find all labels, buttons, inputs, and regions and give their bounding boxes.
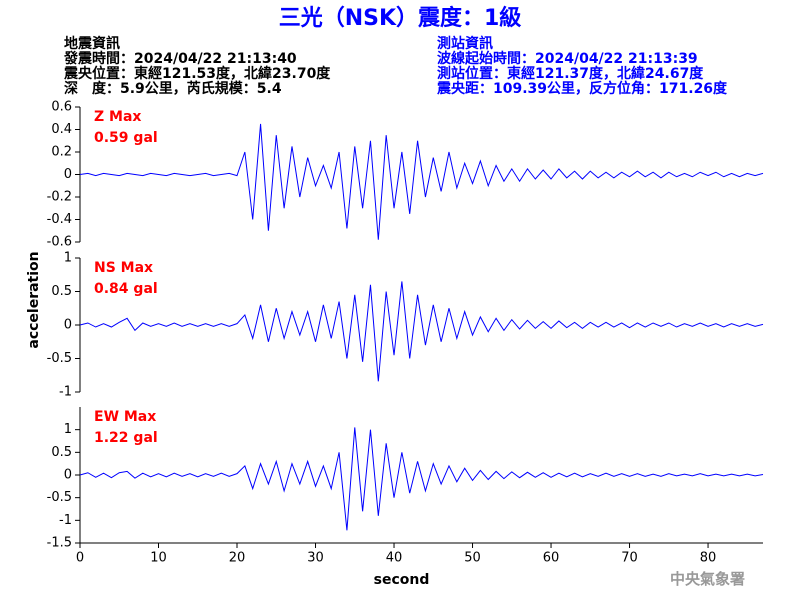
max-label: 0.59 gal [94, 130, 158, 146]
x-tick-label: 30 [307, 551, 324, 566]
x-tick-label: 0 [76, 551, 84, 566]
y-tick-label: 0.5 [51, 284, 72, 299]
waveform [79, 281, 764, 382]
max-label: EW Max [94, 409, 156, 425]
x-tick-label: 10 [150, 551, 167, 566]
info-right: 波線起始時間：2024/04/22 21:13:39 [437, 50, 698, 67]
x-tick-label: 40 [386, 551, 403, 566]
info-left: 發震時間：2024/04/22 21:13:40 [63, 50, 297, 67]
y-tick-label: -0.4 [47, 212, 72, 227]
y-tick-label: -0.5 [47, 490, 72, 505]
y-tick-label: -0.2 [47, 190, 72, 205]
x-tick-label: 80 [700, 551, 717, 566]
y-tick-label: -1 [59, 385, 72, 400]
y-tick-label: 0 [64, 167, 72, 182]
y-tick-label: 1 [64, 422, 72, 437]
x-tick-label: 70 [621, 551, 638, 566]
x-tick-label: 60 [543, 551, 560, 566]
x-tick-label: 20 [229, 551, 246, 566]
max-label: 0.84 gal [94, 281, 158, 297]
info-right: 測站位置：東經121.37度，北緯24.67度 [437, 65, 704, 82]
max-label: NS Max [94, 260, 153, 276]
y-tick-label: 0.5 [51, 445, 72, 460]
y-tick-label: 0.6 [51, 100, 72, 115]
info-left: 地震資訊 [64, 35, 120, 52]
info-left: 深 度：5.9公里，芮氏規模：5.4 [64, 80, 282, 97]
y-label: acceleration [26, 251, 42, 348]
y-tick-label: 0 [64, 318, 72, 333]
info-right: 測站資訊 [437, 35, 493, 52]
footer: 中央氣象署 [670, 570, 745, 588]
x-label: second [374, 572, 430, 588]
y-tick-label: -0.5 [47, 351, 72, 366]
y-tick-label: -0.6 [47, 235, 72, 250]
y-tick-label: 0 [64, 468, 72, 483]
y-tick-label: 0.4 [51, 122, 72, 137]
y-tick-label: 1 [64, 251, 72, 266]
y-tick-label: -1.5 [47, 536, 72, 551]
y-tick-label: -1 [59, 513, 72, 528]
info-left: 震央位置：東經121.53度，北緯23.70度 [63, 65, 331, 82]
waveform [79, 123, 764, 240]
y-tick-label: 0.2 [51, 145, 72, 160]
waveform [79, 427, 764, 531]
info-right: 震央距：109.39公里，反方位角：171.26度 [436, 80, 728, 97]
title: 三光（NSK）震度：1級 [279, 5, 522, 31]
x-tick-label: 50 [464, 551, 481, 566]
max-label: 1.22 gal [94, 430, 158, 446]
max-label: Z Max [94, 109, 141, 125]
